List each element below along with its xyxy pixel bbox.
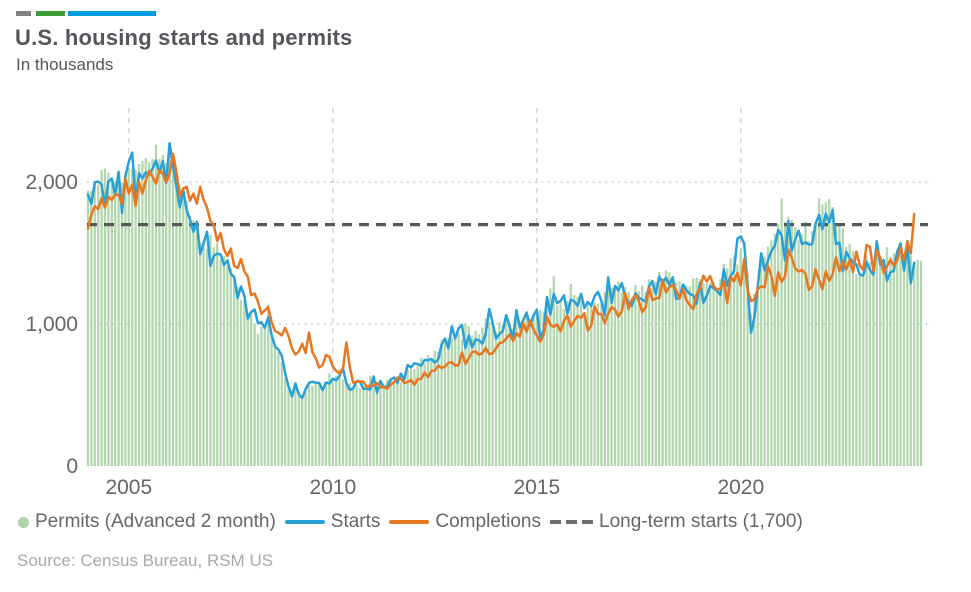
- y-axis-label-1000: 1,000: [25, 313, 78, 336]
- dash-icon: [566, 520, 577, 524]
- long-term-starts-legend-label: Long-term starts (1,700): [599, 511, 803, 532]
- starts-line: [86, 141, 916, 400]
- starts-legend-label: Starts: [330, 511, 381, 532]
- source-note: Source: Census Bureau, RSM US: [17, 551, 274, 570]
- x-axis-label-2010: 2010: [309, 476, 356, 499]
- dash-icon: [582, 520, 593, 524]
- permits-legend-marker-icon: [18, 516, 29, 528]
- housing-starts-permits-chart: 2005 2010 2015 2020 0 1,000 2,000: [25, 108, 932, 499]
- chart-title: U.S. housing starts and permits: [15, 25, 353, 50]
- permits-bars: [86, 144, 923, 467]
- long-term-starts-legend-marker-icon: [550, 520, 593, 524]
- y-axis-label-2000: 2,000: [25, 171, 78, 194]
- completions-line: [86, 152, 916, 390]
- permits-legend-label: Permits (Advanced 2 month): [35, 511, 276, 532]
- x-axis-label-2015: 2015: [513, 476, 560, 499]
- brand-mark: [16, 11, 156, 16]
- starts-legend-marker-icon: [284, 520, 325, 524]
- brand-bar-green-icon: [36, 11, 65, 16]
- completions-legend-marker-icon: [389, 520, 430, 524]
- brand-bar-blue-icon: [68, 11, 156, 16]
- x-axis-label-2020: 2020: [717, 476, 764, 499]
- dash-icon: [550, 520, 561, 524]
- completions-legend-label: Completions: [435, 511, 541, 532]
- y-axis-label-0: 0: [66, 455, 78, 478]
- brand-bar-gray-icon: [16, 11, 31, 16]
- chart-subtitle: In thousands: [16, 55, 114, 74]
- chart-legend: Permits (Advanced 2 month) Starts Comple…: [18, 511, 812, 533]
- x-axis-label-2005: 2005: [105, 476, 152, 499]
